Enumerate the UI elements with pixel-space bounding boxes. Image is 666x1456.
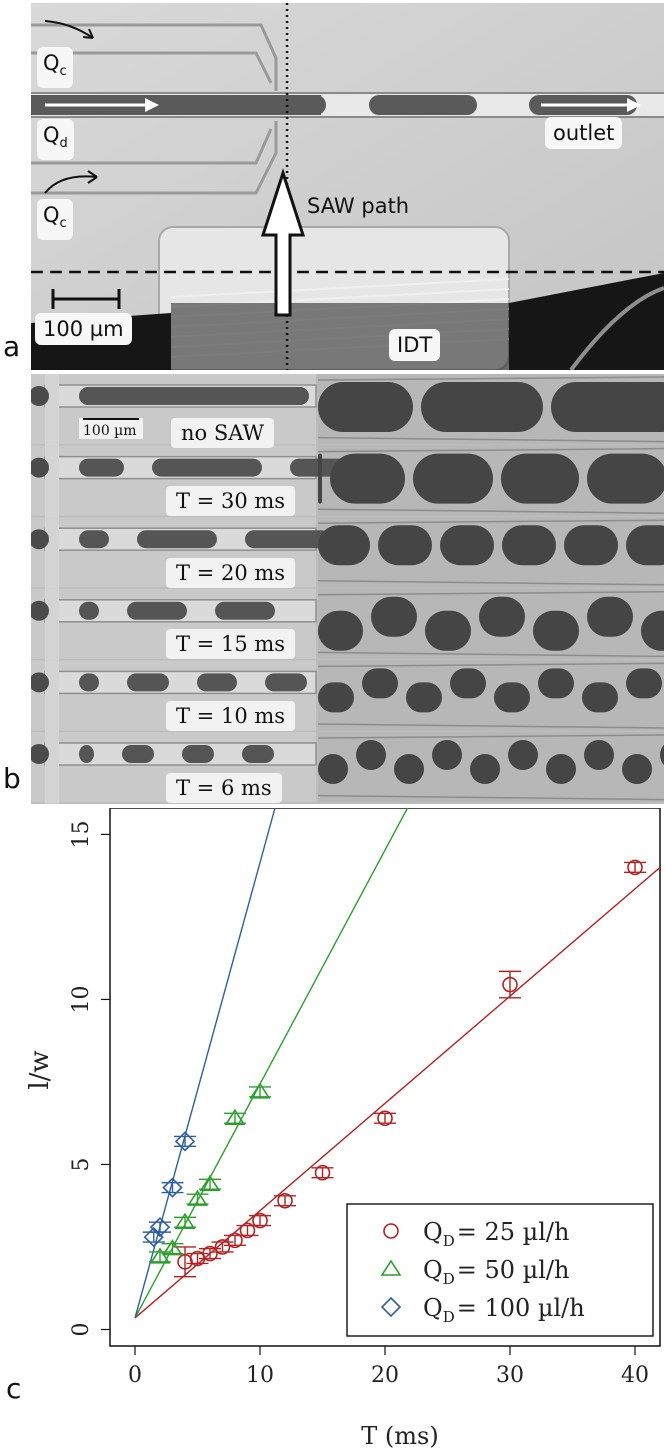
point-marker (162, 1239, 183, 1256)
panel-b-row-label: no SAW (171, 418, 275, 448)
point-marker (162, 1177, 183, 1198)
panel-b-micrograph: no SAW T = 30 ms T = 20 ms T = 15 ms T = 10 … (31, 374, 664, 804)
y-axis-label: l/w (25, 1050, 55, 1089)
point-marker (377, 1110, 393, 1127)
x-tick-label: 0 (128, 1363, 142, 1388)
panel-letter-b: b (3, 762, 21, 795)
point-marker (174, 1212, 196, 1230)
data-point (236, 1222, 259, 1239)
point-marker (214, 1239, 231, 1255)
panel-a-micrograph: Qc Qd Qc outlet SAW path 100 µm IDT (31, 3, 664, 370)
point-marker (174, 1131, 196, 1152)
qc-bottom-label: Qc (37, 199, 73, 241)
panel-b-row-label: T = 30 ms (166, 486, 296, 517)
legend-entry: QD= 100 µl/h (423, 1294, 585, 1326)
panel-b-row (31, 517, 664, 589)
data-point (274, 1192, 296, 1209)
data-point (311, 1164, 334, 1181)
panel-b-row-label: T = 6 ms (166, 772, 282, 803)
point-marker (239, 1222, 256, 1239)
panel-b-row (31, 588, 664, 661)
y-tick-label: 10 (69, 985, 94, 1013)
point-marker (277, 1192, 293, 1209)
panel-b-row-label: T = 10 ms (166, 701, 296, 731)
point-marker (627, 859, 643, 876)
panel-b-row-label: T = 15 ms (166, 629, 296, 660)
panel-b-row (31, 660, 664, 732)
data-point (161, 1177, 184, 1198)
point-marker (249, 1082, 271, 1099)
legend-box (346, 1203, 654, 1337)
saw-path-label: SAW path (307, 194, 410, 218)
panel-b-row (31, 445, 664, 518)
legend: QD= 25 µl/h QD= 50 µl/h QD= 100 µl/h (346, 1203, 654, 1337)
legend-marker (380, 1296, 402, 1318)
x-tick-label: 20 (371, 1363, 399, 1388)
data-point (161, 1239, 184, 1256)
legend-marker (383, 1223, 399, 1239)
panel-b-row (31, 374, 664, 446)
x-axis-label: T (ms) (361, 1422, 438, 1450)
point-marker (252, 1212, 268, 1229)
legend-entry: QD= 25 µl/h (423, 1218, 569, 1250)
panel-letter-c: c (6, 1372, 22, 1405)
saw-arrow (260, 168, 306, 317)
qc-top-label: Qc (37, 47, 73, 89)
point-marker (149, 1247, 171, 1264)
outlet-label: outlet (545, 117, 623, 149)
data-point (499, 970, 521, 999)
panel-b-row-label: T = 20 ms (166, 557, 296, 588)
point-marker (202, 1245, 218, 1262)
x-tick-label: 40 (621, 1363, 649, 1388)
y-tick-label: 0 (69, 1322, 94, 1336)
data-point (199, 1174, 221, 1192)
scale-bar-label: 100 µm (35, 313, 132, 345)
legend-entry: QD= 50 µl/h (423, 1256, 569, 1288)
data-point (174, 1246, 196, 1278)
data-point (174, 1131, 196, 1152)
point-marker (314, 1164, 331, 1181)
data-point (374, 1110, 396, 1127)
point-marker (143, 1226, 164, 1248)
panel-letter-a: a (3, 330, 21, 363)
data-point (186, 1189, 209, 1206)
data-point (174, 1212, 196, 1230)
fit-line (134, 808, 409, 1319)
x-tick-label: 30 (496, 1363, 524, 1388)
panel-b-scale-bar: 100 µm (79, 418, 143, 439)
data-point (149, 1247, 171, 1264)
data-point (211, 1239, 234, 1255)
point-marker (149, 1217, 171, 1238)
data-point (149, 1217, 171, 1238)
data-point (224, 1108, 246, 1126)
x-tick-label: 10 (246, 1363, 274, 1388)
point-marker (224, 1108, 246, 1126)
data-point (249, 1082, 271, 1099)
data-point (624, 859, 646, 876)
point-marker (187, 1189, 208, 1206)
point-marker (502, 976, 518, 993)
y-tick-label: 5 (69, 1157, 94, 1171)
point-marker (227, 1232, 243, 1249)
legend-marker (380, 1259, 402, 1276)
idt-label: IDT (389, 329, 441, 361)
data-point (249, 1212, 271, 1229)
y-tick-label: 15 (69, 820, 94, 848)
point-marker (199, 1174, 221, 1192)
panel-b-row (31, 732, 664, 804)
data-point (199, 1245, 221, 1262)
qd-label: Qd (37, 119, 74, 161)
